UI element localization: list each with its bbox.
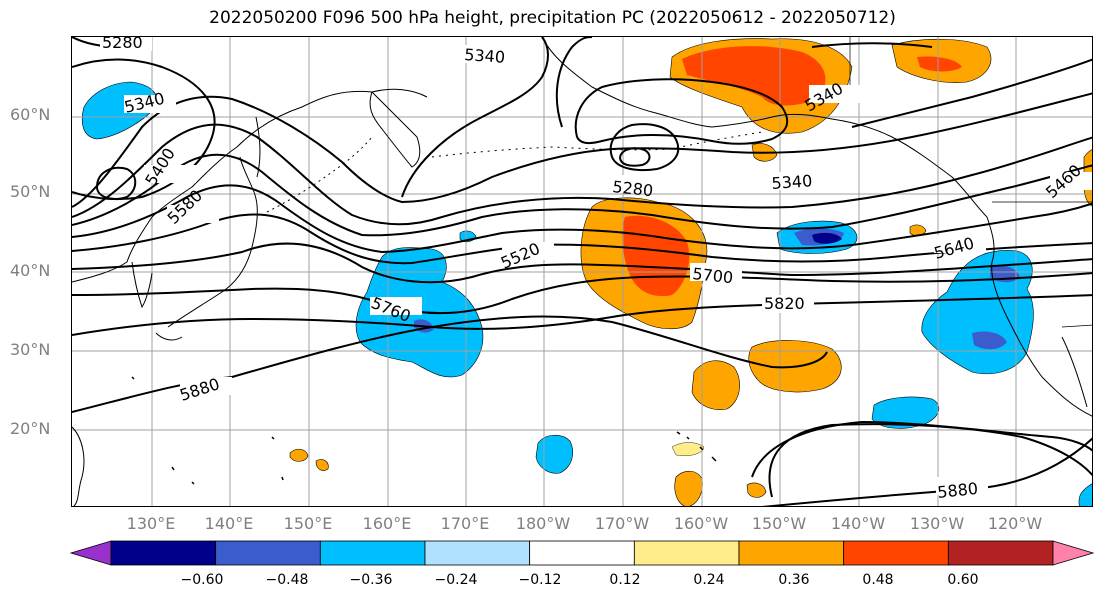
lon-label-130w: 130°W [909,514,965,533]
precip-region-alaska-east-core [917,56,962,72]
coast-se-asia [72,426,85,506]
map-panel: 5280 5340 5340 5340 5340 5280 5400 5580 … [71,36,1093,507]
contour-5700 [72,242,1092,284]
precip-region-east-edge-2 [909,224,927,237]
contour-5880-loop [768,423,1092,498]
coast-japan [167,156,258,328]
lon-label-180w: 180°W [515,514,571,533]
contour-label: 5820 [764,294,805,313]
contour-5280-alaska [811,42,933,48]
precip-region-west-pacific-2 [315,459,329,471]
colorbar-tick-label: −0.36 [349,572,393,588]
lat-label-30n: 30°N [10,340,51,359]
contour-5760 [72,272,1092,315]
colorbar-tick-label: 0.48 [862,572,894,588]
lon-label-140e: 140°E [204,514,254,533]
coast-japan-south [155,332,183,341]
lon-label-150e: 150°E [283,514,333,533]
colorbar-segment [424,540,531,566]
contour-label: 5280 [612,177,654,200]
contour-5880-far-east [762,437,1092,506]
contour-5820 [72,294,1092,336]
contour-5340-mid [401,37,549,198]
contour-5280-loop [609,123,680,172]
lat-label-50n: 50°N [10,182,51,201]
colorbar-segment [633,540,740,566]
map-canvas: 5280 5340 5340 5340 5340 5280 5400 5580 … [72,37,1092,506]
contour-5340-loop [574,78,789,145]
precip-region-west-pacific-1 [289,448,309,462]
coast-alaska [541,37,988,218]
lon-label-170e: 170°E [440,514,490,533]
coast-hawaii [676,431,717,462]
colorbar-tick-label: 0.60 [947,572,979,588]
border-us-mexico [1061,324,1092,328]
coast-asia-mainland [72,88,428,283]
contour-low-nw [96,167,137,200]
contour-5340-east [555,37,593,128]
contour-5280-small [619,147,651,167]
lon-label-130e: 130°E [126,514,176,533]
precip-region-hawaii-2 [671,442,705,456]
colorbar-extend-min [69,540,112,566]
colorbar-segment [738,540,845,566]
colorbar-segment [319,540,426,566]
contour-label: 5280 [102,37,143,52]
lat-label-60n: 60°N [10,105,51,124]
precip-region-hawaii-1 [674,470,703,506]
lon-label-160w: 160°W [673,514,729,533]
precip-region-alaska-core [682,46,826,106]
lon-label-170w: 170°W [594,514,650,533]
lon-label-160e: 160°E [362,514,412,533]
precip-region-neg-se-edge [1078,483,1092,506]
contour-label: 5340 [464,45,506,67]
colorbar-tick-label: 0.36 [778,572,810,588]
lat-label-40n: 40°N [10,261,51,280]
precip-region-neg-175w [535,434,573,474]
contour-5340-alaska [851,58,1092,128]
lon-label-120w: 120°W [987,514,1043,533]
colorbar-tick-label: −0.12 [518,572,562,588]
precip-region-subtropic-160w [691,360,740,410]
precip-region-neg-130w [871,396,940,429]
coast-small-islands [131,376,284,485]
contour-5520 [72,153,1092,237]
colorbar-tick-label: 0.12 [609,572,641,588]
lat-label-20n: 20°N [10,419,51,438]
contour-5580 [72,184,1092,254]
contour-label: 5880 [936,479,978,502]
map-title: 2022050200 F096 500 hPa height, precipit… [209,8,896,28]
coast-sakhalin [255,116,261,178]
colorbar-extend-max [1052,540,1095,566]
lon-label-150w: 150°W [751,514,807,533]
coast-baja [1061,336,1088,408]
map-gridlines [72,37,1092,506]
colorbar-segment [843,540,949,566]
colorbar-segment [529,540,635,566]
colorbar-tick-label: −0.60 [180,572,224,588]
coast-kamchatka [369,91,421,168]
lon-label-140w: 140°W [830,514,886,533]
contour-label: 5700 [692,264,734,287]
precip-region-neg-140w-core [812,232,842,244]
coast-us-west [986,216,1092,417]
coast-aleutians [431,131,763,158]
contour-label-group: 5280 5340 5340 5340 5340 5280 5400 5580 … [100,37,1092,502]
precip-region-hawaii-3 [746,482,767,498]
colorbar-segment [215,540,321,566]
contour-label: 5340 [771,171,813,193]
contour-5460 [72,123,1092,226]
contour-5400 [72,92,1092,208]
colorbar-tick-label: −0.24 [434,572,478,588]
colorbar-tick-label: 0.24 [693,572,725,588]
negative-precip-anomaly-regions [81,81,1092,506]
colorbar-segment [110,540,217,566]
colorbar-segment [947,540,1054,566]
colorbar-tick-label: −0.48 [265,572,309,588]
coast-korea [131,261,153,309]
precip-region-neg-california-core [972,331,1007,350]
